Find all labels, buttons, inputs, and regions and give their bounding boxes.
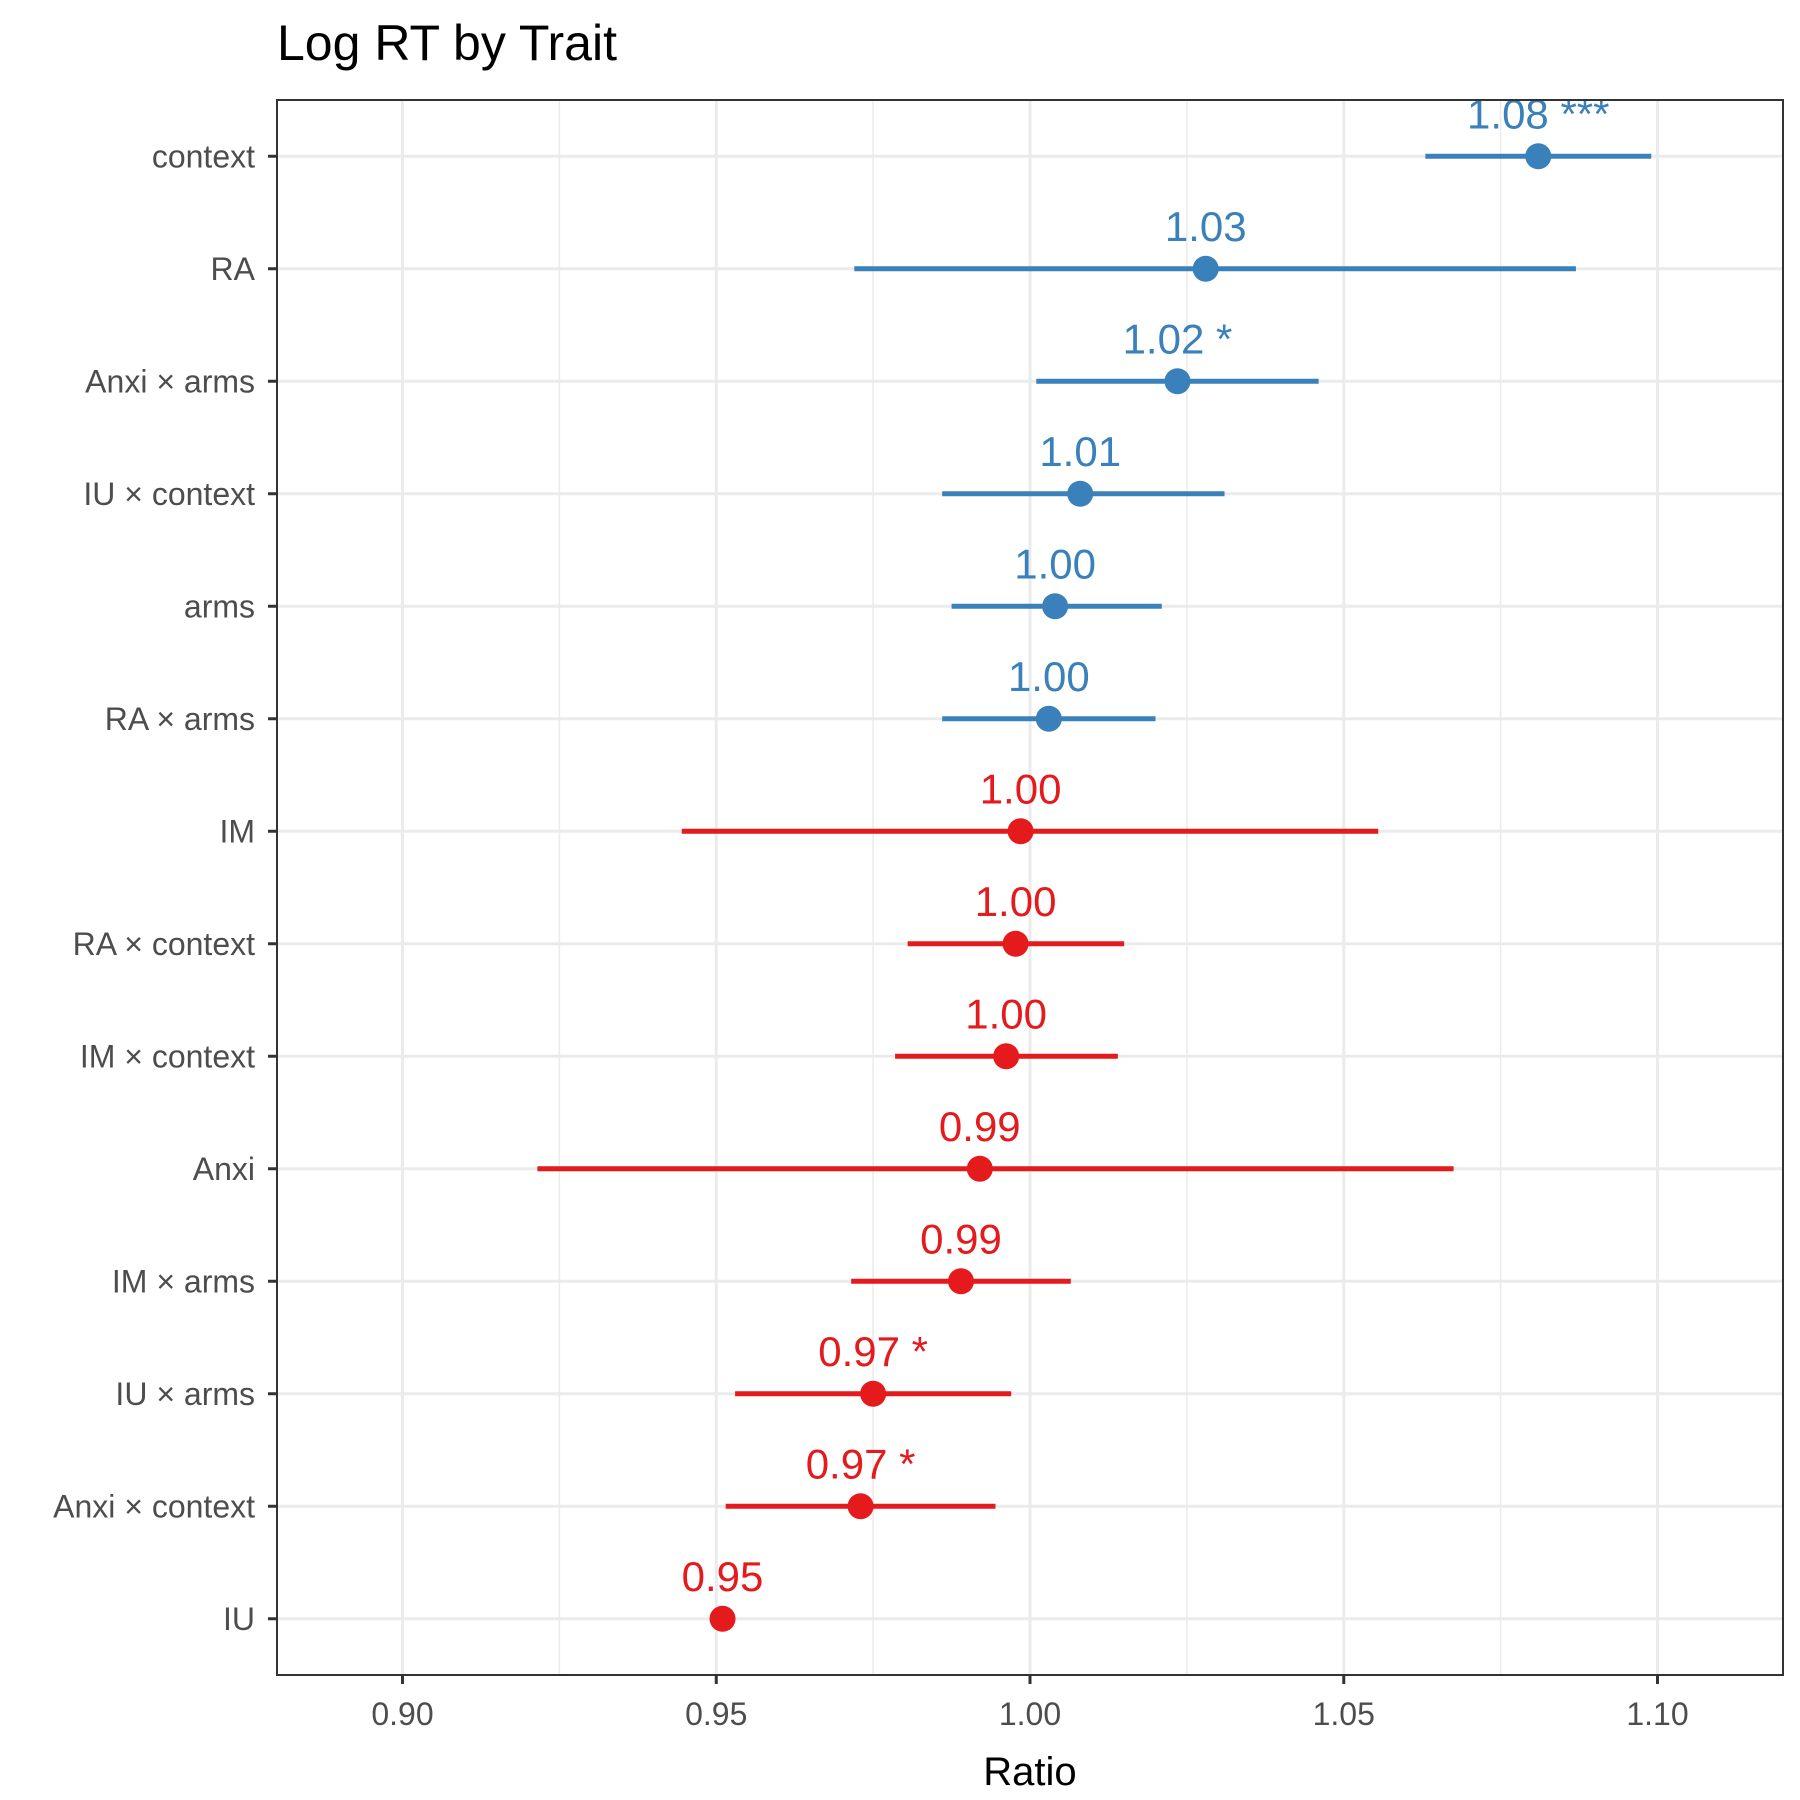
estimate-point: [1007, 818, 1034, 845]
grid-minor: [558, 100, 1502, 1675]
y-tick-label: RA × arms: [105, 701, 255, 737]
x-tick-label: 1.00: [999, 1696, 1061, 1732]
estimate-label: 1.00: [1014, 540, 1096, 587]
x-axis: 0.90 0.95 1.00 1.05 1.10: [371, 1675, 1689, 1732]
y-tick-label: IM: [219, 813, 255, 849]
y-tick-label: IU × context: [83, 476, 255, 512]
forest-row: 1.00: [942, 653, 1156, 732]
estimate-point: [1067, 480, 1094, 507]
forest-row: 1.01: [942, 428, 1225, 507]
estimate-label: 0.97 *: [818, 1328, 928, 1375]
estimate-point: [1192, 255, 1219, 282]
estimate-label: 1.00: [975, 878, 1057, 925]
forest-row: 1.03: [854, 203, 1576, 282]
data-rows: 1.08 *** 1.03 1.02 * 1.01 1.00 1.00 1.00 1.00 1.…: [537, 90, 1652, 1632]
forest-row: 1.00: [951, 540, 1162, 620]
forest-row: 0.97 *: [735, 1328, 1012, 1407]
forest-row: 1.00: [681, 765, 1379, 845]
forest-row: 0.97 *: [725, 1440, 996, 1520]
estimate-label: 1.08 ***: [1467, 90, 1609, 137]
x-tick-label: 1.05: [1313, 1696, 1375, 1732]
estimate-label: 1.00: [965, 990, 1047, 1037]
y-tick-label: Anxi × arms: [85, 363, 255, 399]
forest-row: 0.95: [682, 1553, 764, 1632]
estimate-label: 0.95: [682, 1553, 764, 1600]
x-tick-label: 0.95: [685, 1696, 747, 1732]
estimate-point: [1164, 368, 1191, 395]
y-tick-label: context: [152, 138, 255, 174]
y-tick-label: IM × arms: [112, 1263, 255, 1299]
estimate-point: [847, 1493, 874, 1520]
forest-row: 1.00: [907, 878, 1125, 957]
chart-title: Log RT by Trait: [277, 15, 617, 71]
estimate-label: 0.97 *: [806, 1440, 916, 1487]
estimate-point: [860, 1380, 887, 1407]
forest-row: 1.00: [895, 990, 1118, 1070]
estimate-label: 1.00: [980, 765, 1062, 812]
estimate-point: [966, 1155, 993, 1182]
x-axis-label: Ratio: [983, 1750, 1076, 1794]
estimate-point: [1042, 593, 1069, 620]
y-tick-label: RA × context: [73, 926, 255, 962]
y-axis: context RA Anxi × arms IU × context arms RA ×…: [53, 138, 277, 1637]
y-tick-label: IU: [223, 1601, 255, 1637]
estimate-label: 0.99: [939, 1103, 1021, 1150]
estimate-point: [993, 1043, 1020, 1070]
y-tick-label: RA: [211, 251, 256, 287]
estimate-label: 1.03: [1165, 203, 1247, 250]
estimate-label: 1.02 *: [1123, 315, 1233, 362]
estimate-point: [709, 1605, 736, 1632]
forest-row: 1.02 *: [1036, 315, 1319, 395]
estimate-point: [1525, 143, 1552, 170]
y-tick-label: IM × context: [80, 1038, 255, 1074]
estimate-point: [1035, 705, 1062, 732]
forest-row: 0.99: [537, 1103, 1454, 1182]
estimate-label: 1.00: [1008, 653, 1090, 700]
y-tick-label: arms: [184, 588, 255, 624]
forest-row: 0.99: [851, 1215, 1071, 1295]
estimate-label: 0.99: [920, 1215, 1002, 1262]
forest-row: 1.08 ***: [1425, 90, 1652, 170]
y-tick-label: IU × arms: [115, 1376, 255, 1412]
estimate-label: 1.01: [1039, 428, 1121, 475]
x-tick-label: 1.10: [1626, 1696, 1688, 1732]
estimate-point: [1002, 930, 1029, 957]
estimate-point: [947, 1268, 974, 1295]
y-tick-label: Anxi: [193, 1151, 255, 1187]
x-tick-label: 0.90: [371, 1696, 433, 1732]
y-tick-label: Anxi × context: [53, 1488, 255, 1524]
